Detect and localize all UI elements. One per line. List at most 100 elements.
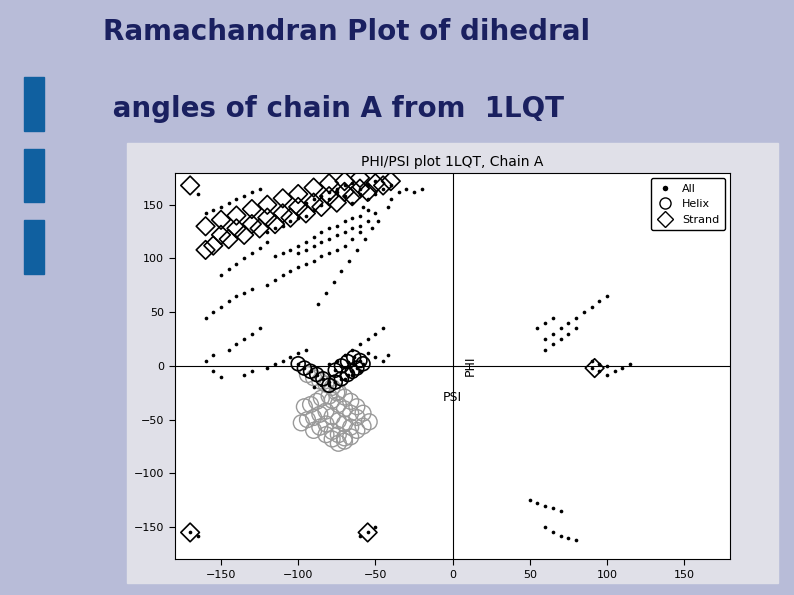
Point (570, 536, 583, 545)
Point (299, 259, 312, 268)
Point (363, 417, 376, 427)
Point (314, 422, 326, 432)
Point (268, 220, 281, 229)
Point (369, 189, 382, 199)
Point (593, 367, 606, 376)
Point (253, 184, 266, 193)
Point (284, 213, 297, 223)
Point (353, 367, 366, 376)
Point (261, 364, 274, 373)
Point (207, 308, 220, 317)
Point (320, 419, 333, 428)
Point (222, 234, 235, 244)
Point (253, 224, 266, 233)
Point (361, 205, 374, 215)
Point (230, 292, 243, 301)
Point (230, 259, 243, 268)
Point (261, 281, 274, 290)
Point (624, 359, 637, 368)
Point (546, 503, 559, 512)
Point (384, 176, 397, 186)
Point (299, 245, 312, 255)
Point (322, 377, 335, 387)
Point (608, 367, 621, 376)
Point (268, 224, 281, 233)
Point (346, 234, 359, 244)
Point (353, 356, 366, 365)
Point (230, 195, 243, 204)
Point (554, 334, 567, 344)
Point (322, 192, 335, 201)
Point (214, 215, 227, 224)
Point (353, 189, 366, 199)
Point (361, 528, 374, 537)
Point (320, 380, 333, 389)
Point (357, 408, 369, 418)
Point (230, 340, 243, 349)
Point (322, 178, 335, 188)
Point (307, 425, 320, 435)
Point (384, 181, 397, 190)
Point (307, 183, 320, 192)
Point (345, 422, 357, 432)
Point (214, 372, 227, 381)
Point (338, 392, 351, 402)
Point (369, 329, 382, 339)
Point (376, 324, 389, 333)
Point (230, 211, 243, 220)
Point (523, 496, 536, 505)
Point (338, 374, 351, 384)
Point (350, 245, 363, 255)
Point (350, 413, 363, 422)
Point (531, 324, 544, 333)
Point (183, 528, 196, 537)
Point (230, 224, 243, 233)
Point (276, 356, 289, 365)
Point (546, 313, 559, 322)
Point (335, 361, 348, 371)
Point (693, 184, 706, 193)
Point (546, 329, 559, 339)
Point (392, 187, 405, 196)
Point (341, 357, 354, 367)
Point (261, 227, 274, 236)
Point (588, 364, 601, 373)
Point (329, 365, 341, 375)
Point (276, 221, 289, 231)
Point (238, 230, 251, 240)
Point (670, 187, 683, 196)
Point (199, 209, 212, 218)
Point (245, 187, 258, 196)
Point (276, 248, 289, 258)
Point (353, 173, 366, 183)
Point (546, 528, 559, 537)
Point (326, 427, 338, 436)
Point (353, 227, 366, 236)
Point (338, 176, 351, 186)
Point (353, 340, 366, 349)
Point (685, 181, 698, 190)
Point (335, 374, 348, 384)
Point (191, 531, 204, 540)
Point (345, 432, 357, 441)
Point (381, 350, 394, 360)
Point (346, 213, 359, 223)
Point (338, 433, 351, 443)
Point (554, 506, 567, 516)
Point (616, 364, 629, 373)
Point (315, 227, 328, 236)
Point (307, 241, 320, 250)
Point (372, 216, 385, 226)
Point (222, 345, 235, 355)
Point (261, 237, 274, 247)
Point (207, 205, 220, 215)
Point (338, 181, 351, 190)
Point (322, 224, 335, 233)
Point (299, 237, 312, 247)
Point (570, 313, 583, 322)
Point (332, 416, 345, 425)
Point (207, 367, 220, 376)
Point (346, 345, 359, 355)
Point (327, 277, 340, 287)
Point (546, 340, 559, 349)
